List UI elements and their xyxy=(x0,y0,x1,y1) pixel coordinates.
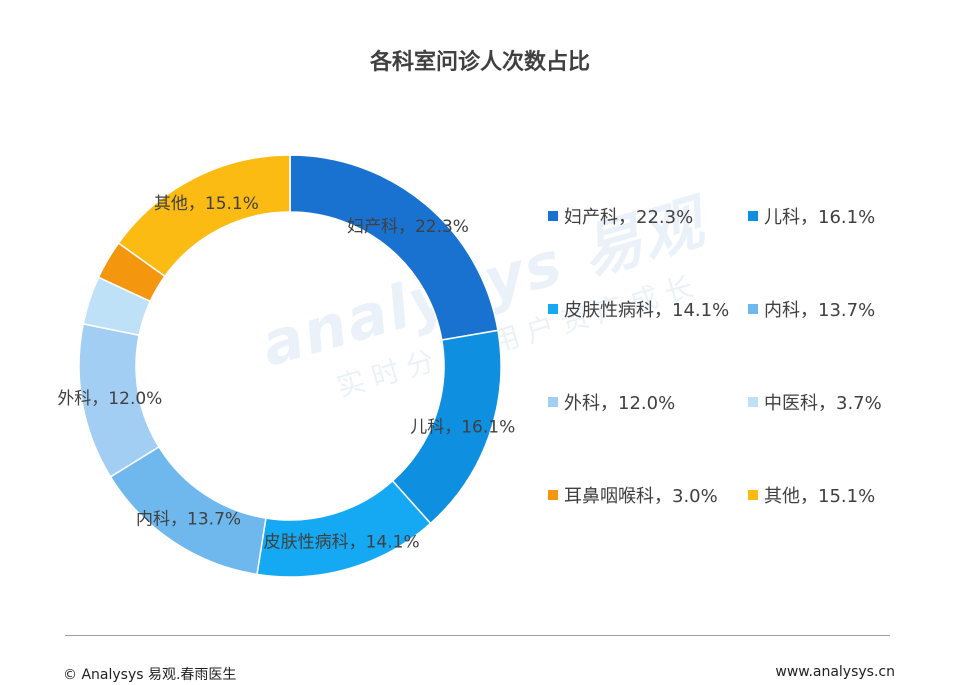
legend-swatch-内科 xyxy=(748,304,758,314)
legend-item-妇产科: 妇产科，22.3% xyxy=(548,203,693,229)
slice-label-内科: 内科，13.7% xyxy=(136,509,241,529)
legend-swatch-中医科 xyxy=(748,397,758,407)
footer-copyright: © Analysys 易观.春雨医生 xyxy=(63,667,237,683)
legend-item-耳鼻咽喉科: 耳鼻咽喉科，3.0% xyxy=(548,482,718,508)
slice-label-其他: 其他，15.1% xyxy=(154,194,259,214)
legend-label-外科: 外科，12.0% xyxy=(564,393,676,414)
legend-swatch-妇产科 xyxy=(548,211,558,221)
slice-label-儿科: 儿科，16.1% xyxy=(410,417,515,437)
legend-item-中医科: 中医科，3.7% xyxy=(748,389,882,415)
legend-item-外科: 外科，12.0% xyxy=(548,389,675,415)
legend-label-耳鼻咽喉科: 耳鼻咽喉科，3.0% xyxy=(564,486,718,507)
legend-label-儿科: 儿科，16.1% xyxy=(764,207,876,228)
legend-label-内科: 内科，13.7% xyxy=(764,300,876,321)
legend-label-妇产科: 妇产科，22.3% xyxy=(564,207,694,228)
slice-label-外科: 外科，12.0% xyxy=(57,389,162,409)
legend-swatch-耳鼻咽喉科 xyxy=(548,490,558,500)
legend-item-儿科: 儿科，16.1% xyxy=(748,203,875,229)
slice-妇产科 xyxy=(289,154,499,341)
legend-item-皮肤性病科: 皮肤性病科，14.1% xyxy=(548,296,729,322)
legend-item-其他: 其他，15.1% xyxy=(748,482,875,508)
legend-swatch-外科 xyxy=(548,397,558,407)
slice-其他 xyxy=(117,154,291,278)
legend-item-内科: 内科，13.7% xyxy=(748,296,875,322)
legend-swatch-皮肤性病科 xyxy=(548,304,558,314)
slice-label-皮肤性病科: 皮肤性病科，14.1% xyxy=(264,533,420,553)
legend-swatch-儿科 xyxy=(748,211,758,221)
legend-swatch-其他 xyxy=(748,490,758,500)
donut-slices xyxy=(78,154,502,578)
donut-slice-labels: 妇产科，22.3% 儿科，16.1% 皮肤性病科，14.1% 内科，13.7% 外科，1… xyxy=(57,194,515,552)
legend-label-中医科: 中医科，3.7% xyxy=(764,393,882,414)
slice-皮肤性病科 xyxy=(256,479,432,578)
legend-label-其他: 其他，15.1% xyxy=(764,486,876,507)
slice-label-妇产科: 妇产科，22.3% xyxy=(347,217,469,237)
chart-title: 各科室问诊人次数占比 xyxy=(369,50,590,75)
footer-divider xyxy=(65,635,890,636)
legend-label-皮肤性病科: 皮肤性病科，14.1% xyxy=(564,300,730,321)
footer-website: www.analysys.cn xyxy=(775,664,895,680)
